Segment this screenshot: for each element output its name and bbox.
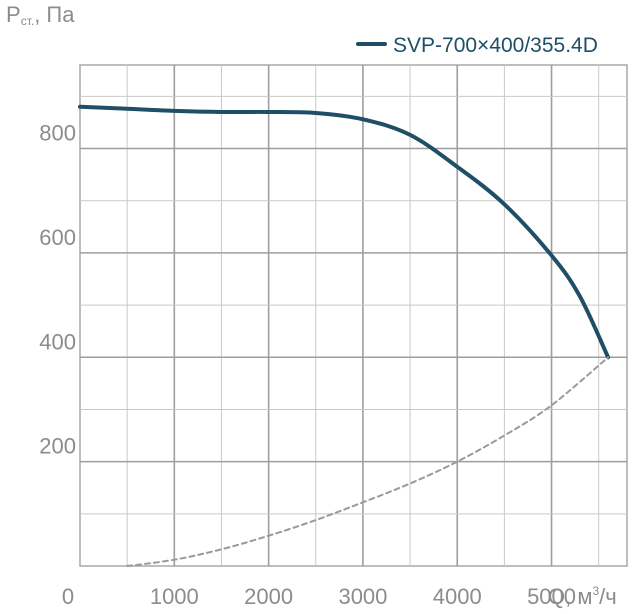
- series-layer: [78, 104, 611, 567]
- x-axis-label: Q, м3/ч: [548, 584, 617, 609]
- y-tick-label: 600: [39, 225, 76, 250]
- y-tick-label: 200: [39, 434, 76, 459]
- fan-curve-line: [78, 104, 611, 360]
- tick-labels: 0 1000 2000 3000 4000 5000 200 400 600 800: [39, 121, 576, 610]
- legend: SVP-700×400/355.4D: [356, 34, 598, 57]
- y-axis-label: Pст., Па: [6, 2, 75, 28]
- plot-frame: [79, 64, 628, 567]
- system-curve-line: [126, 356, 610, 567]
- grid: [79, 64, 628, 567]
- y-tick-label: 400: [39, 329, 76, 354]
- x-tick-label: 5000: [527, 584, 576, 609]
- y-tick-label: 800: [39, 121, 76, 146]
- x-tick-label: 2000: [244, 584, 293, 609]
- x-tick-label: 1000: [150, 584, 199, 609]
- legend-label: SVP-700×400/355.4D: [393, 34, 598, 57]
- x-tick-label: 4000: [433, 584, 482, 609]
- x-tick-label: 3000: [338, 584, 387, 609]
- x-tick-label: 0: [62, 584, 74, 609]
